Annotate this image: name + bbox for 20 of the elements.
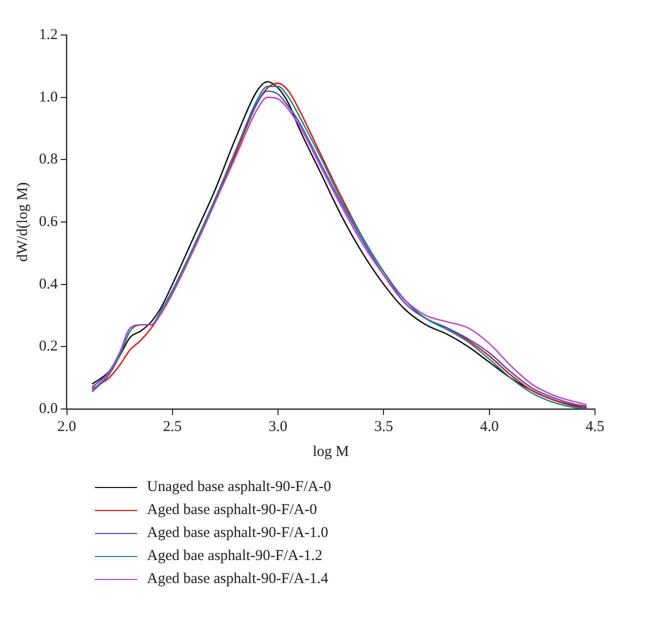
x-tick-label: 2.0 [57,418,76,435]
legend-label: Aged base asphalt-90-F/A-1.0 [147,525,328,542]
y-tick-label: 0.2 [39,338,58,355]
x-tick-label: 3.5 [374,418,394,435]
x-tick-label: 3.0 [268,418,288,435]
legend-label: Unaged base asphalt-90-F/A-0 [147,479,332,496]
x-tick-label: 4.5 [586,418,604,435]
y-tick-label: 0.6 [39,214,58,230]
y-tick-label: 0.8 [39,152,58,168]
y-tick-label: 0.0 [39,400,58,417]
y-tick-label: 1.0 [39,89,58,106]
x-axis-title: log M [312,444,350,460]
x-tick-label: 2.5 [163,418,182,435]
x-tick-label: 4.0 [480,418,499,435]
legend-label: Aged bae asphalt-90-F/A-1.2 [147,548,322,565]
y-axis-title: dW/d(log M) [14,182,31,262]
legend-label: Aged base asphalt-90-F/A-0 [147,502,317,519]
y-tick-label: 0.4 [39,276,58,292]
y-tick-label: 1.2 [39,26,58,43]
legend-label: Aged base asphalt-90-F/A-1.4 [147,571,328,588]
